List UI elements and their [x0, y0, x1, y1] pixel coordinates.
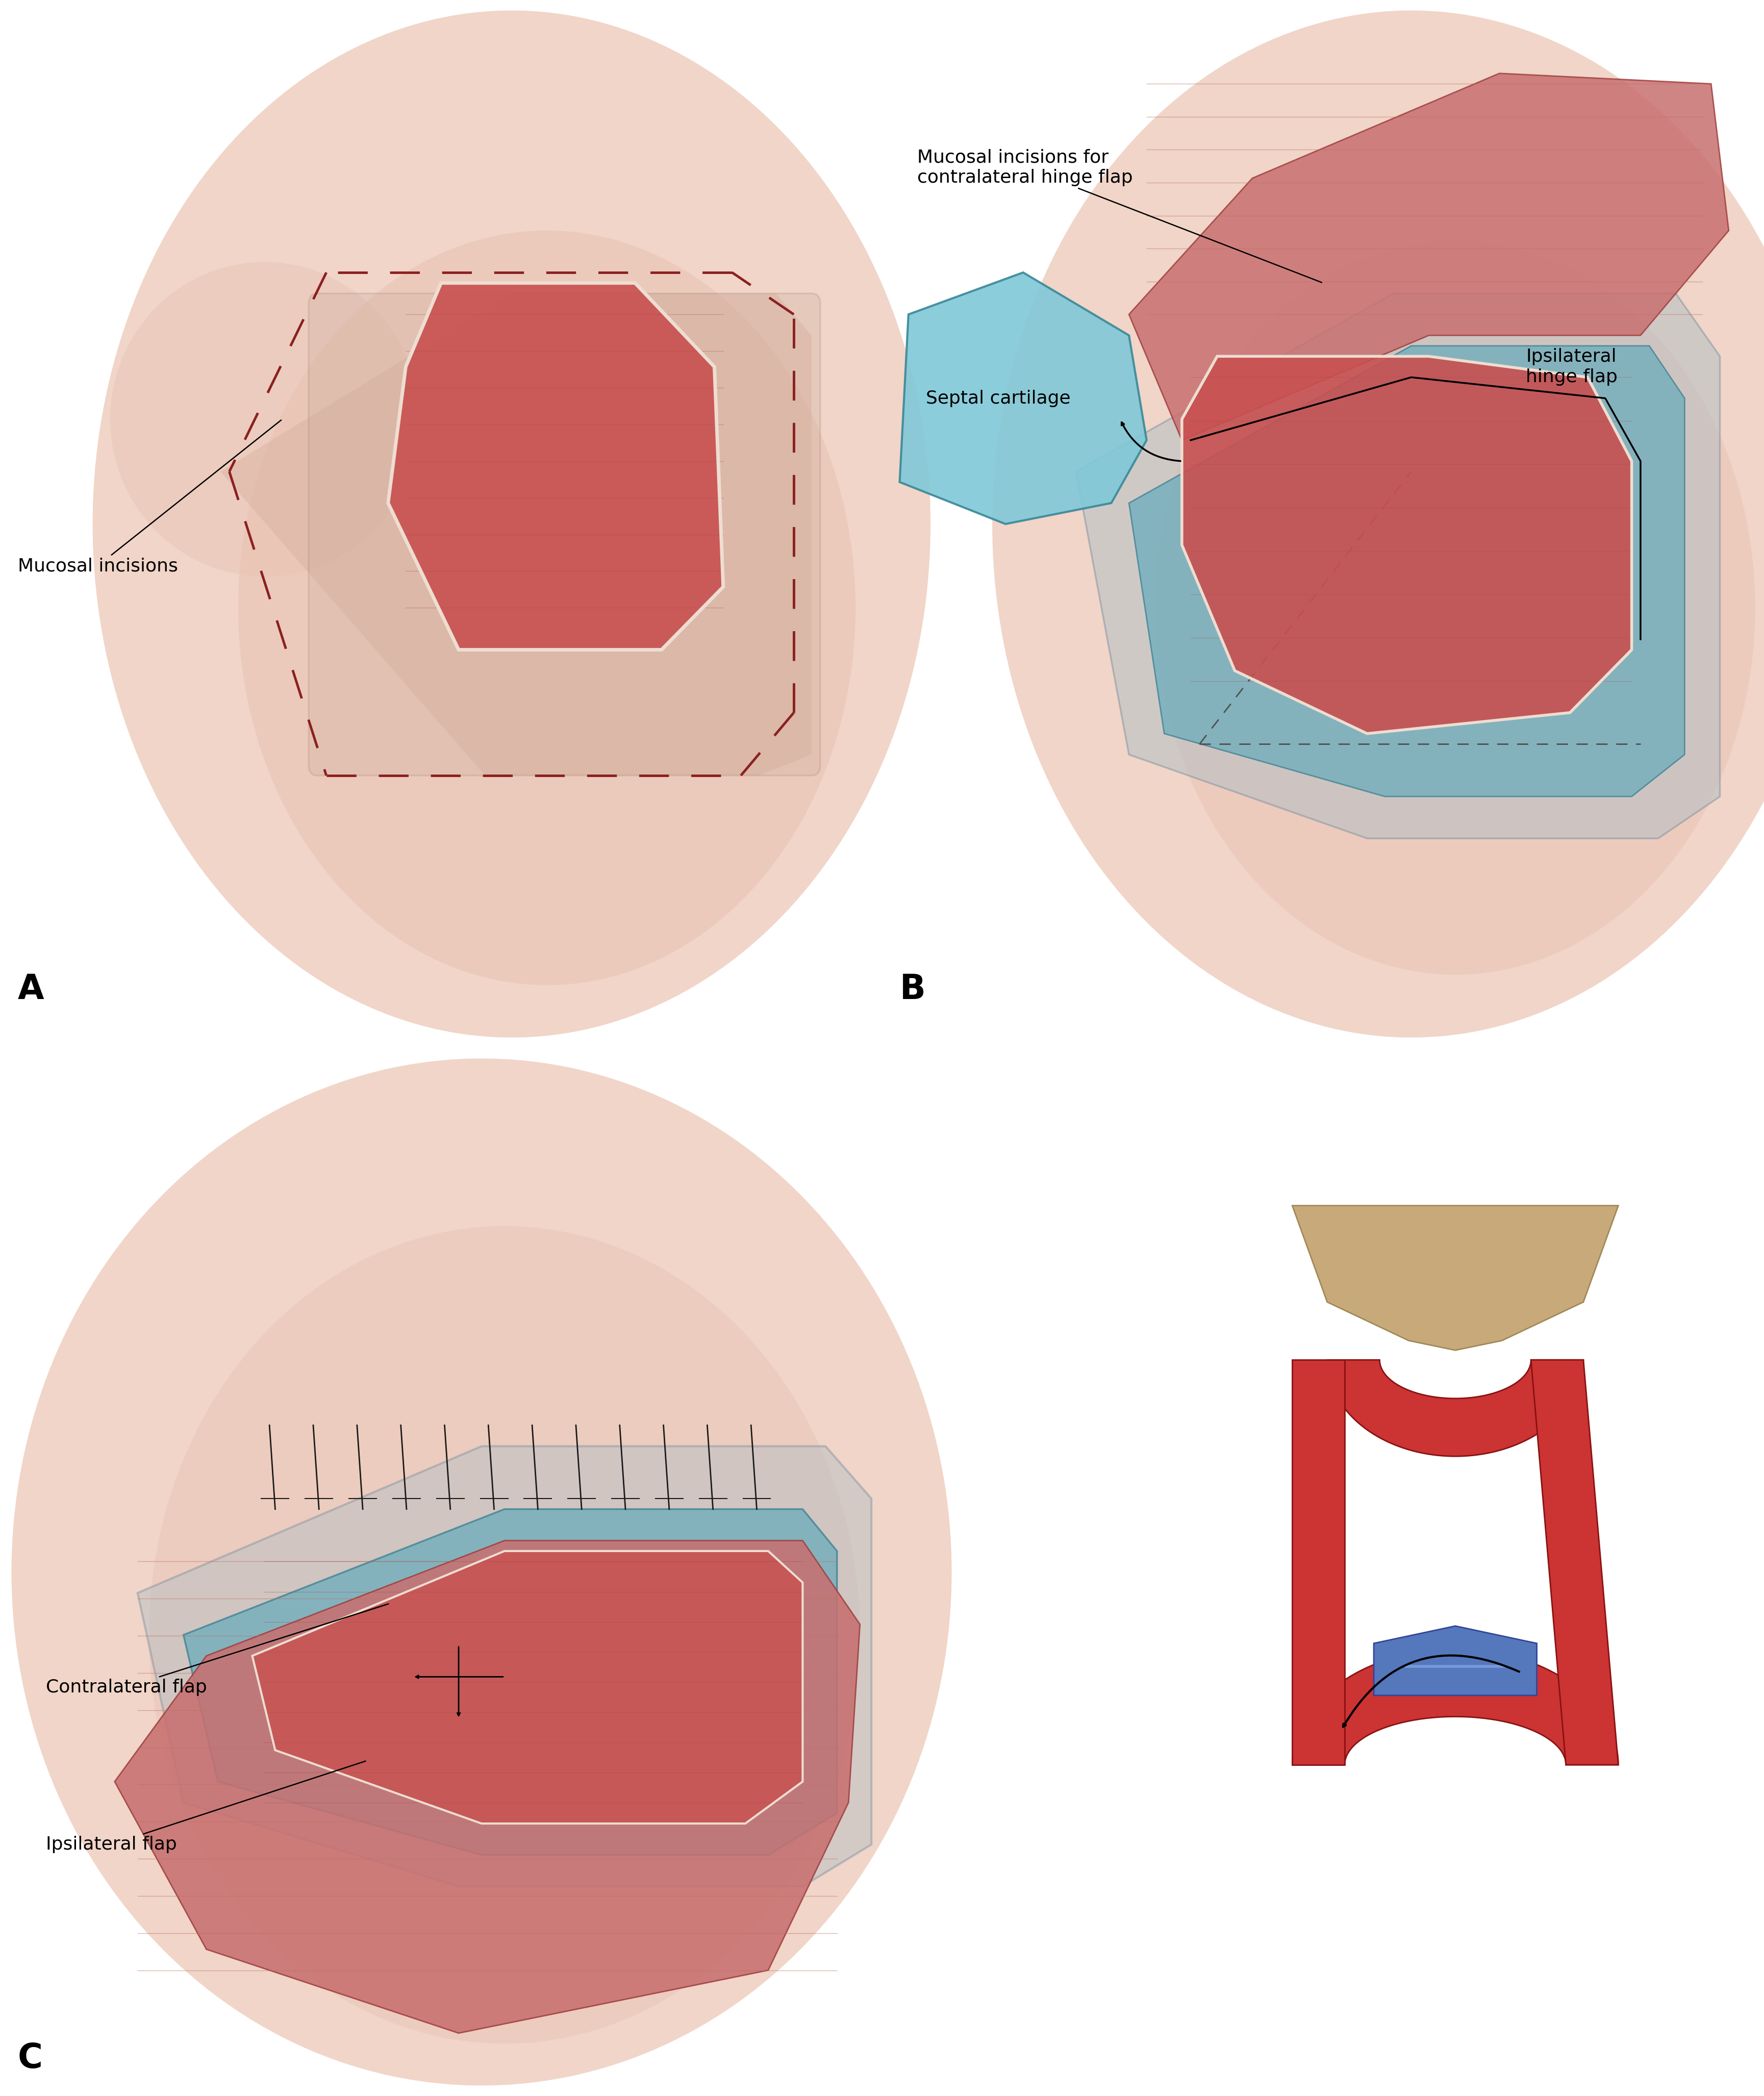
Polygon shape — [138, 1446, 871, 1886]
Text: B: B — [900, 973, 926, 1006]
Polygon shape — [1531, 1360, 1618, 1765]
Ellipse shape — [238, 231, 856, 985]
Polygon shape — [1076, 293, 1720, 838]
Polygon shape — [900, 272, 1147, 524]
Text: A: A — [18, 973, 44, 1006]
Ellipse shape — [991, 10, 1764, 1038]
Polygon shape — [1293, 1360, 1344, 1765]
Polygon shape — [0, 1048, 1147, 2096]
Polygon shape — [183, 1509, 836, 1855]
Text: Mucosal incisions for
contralateral hinge flap: Mucosal incisions for contralateral hing… — [917, 149, 1321, 283]
Polygon shape — [1182, 356, 1632, 734]
FancyBboxPatch shape — [309, 293, 820, 776]
Polygon shape — [882, 0, 1764, 1048]
Polygon shape — [1293, 1205, 1618, 1350]
Text: Ipsilateral
hinge flap: Ipsilateral hinge flap — [1526, 348, 1618, 386]
Polygon shape — [1129, 346, 1685, 796]
Text: Septal cartilage: Septal cartilage — [926, 390, 1071, 407]
Polygon shape — [1374, 1626, 1536, 1696]
Polygon shape — [388, 283, 723, 650]
Ellipse shape — [148, 1226, 861, 2044]
Polygon shape — [252, 1551, 803, 1824]
Ellipse shape — [1155, 241, 1755, 975]
Ellipse shape — [109, 262, 418, 576]
Polygon shape — [221, 293, 811, 776]
Polygon shape — [0, 0, 882, 1048]
Text: Ipsilateral flap: Ipsilateral flap — [46, 1761, 365, 1853]
Polygon shape — [1293, 1650, 1618, 1765]
Polygon shape — [115, 1541, 861, 2033]
Polygon shape — [1129, 73, 1729, 440]
Polygon shape — [1164, 1090, 1746, 2054]
Ellipse shape — [92, 10, 930, 1038]
Ellipse shape — [12, 1058, 953, 2086]
Text: Mucosal incisions: Mucosal incisions — [18, 419, 280, 574]
Text: C: C — [18, 2042, 42, 2075]
Polygon shape — [1327, 1360, 1584, 1457]
Text: Contralateral flap: Contralateral flap — [46, 1603, 388, 1696]
